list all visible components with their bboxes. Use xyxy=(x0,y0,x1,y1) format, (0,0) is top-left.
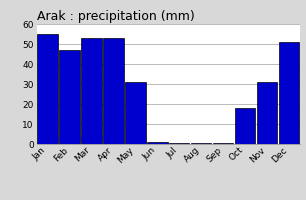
Bar xyxy=(257,82,277,144)
Bar xyxy=(279,42,299,144)
Text: www.allmetsat.com: www.allmetsat.com xyxy=(39,136,108,142)
Bar xyxy=(125,82,146,144)
Bar xyxy=(191,143,211,144)
Bar xyxy=(103,38,124,144)
Bar xyxy=(38,34,58,144)
Bar xyxy=(147,142,167,144)
Bar xyxy=(59,50,80,144)
Bar xyxy=(169,143,189,144)
Bar xyxy=(213,143,233,144)
Bar xyxy=(235,108,255,144)
Bar xyxy=(81,38,102,144)
Text: Arak : precipitation (mm): Arak : precipitation (mm) xyxy=(37,10,195,23)
